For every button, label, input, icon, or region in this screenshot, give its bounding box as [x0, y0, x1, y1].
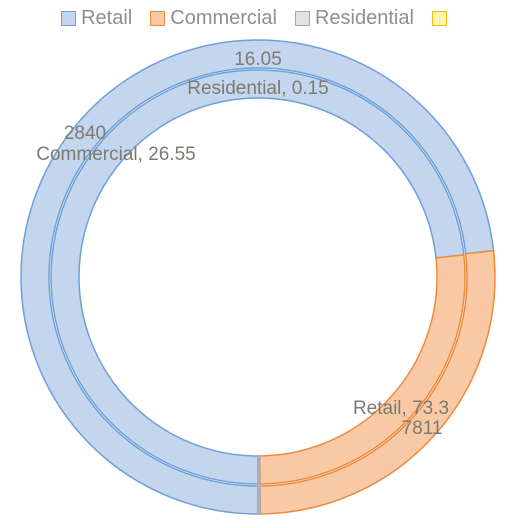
legend: Retail Commercial Residential — [0, 6, 513, 30]
label-retail-inner: Retail, 73.3 — [353, 398, 449, 419]
legend-label-commercial: Commercial — [170, 6, 277, 29]
inner-slice-retail[interactable] — [50, 69, 465, 485]
label-commercial-inner: Commercial, 26.55 — [36, 144, 195, 165]
rings — [20, 39, 496, 515]
outer-slice-residential[interactable] — [257, 485, 261, 515]
inner-slice-commercial[interactable] — [258, 254, 466, 485]
data-labels: 16.05 Residential, 0.15 2840 Commercial,… — [36, 49, 449, 439]
legend-swatch-unnamed — [431, 10, 447, 26]
legend-swatch-retail — [61, 10, 77, 26]
legend-item-commercial[interactable]: Commercial — [150, 7, 277, 30]
legend-swatch-commercial — [150, 10, 166, 26]
legend-label-retail: Retail — [81, 6, 133, 29]
legend-label-residential: Residential — [314, 6, 414, 29]
legend-swatch-residential — [294, 10, 310, 26]
label-residential-outer: 16.05 — [234, 49, 282, 70]
inner-slice-residential[interactable] — [257, 455, 261, 485]
label-retail-outer: 7811 — [402, 418, 443, 439]
outer-slice-retail[interactable] — [20, 39, 495, 515]
label-residential-inner: Residential, 0.15 — [187, 78, 329, 99]
legend-item-residential[interactable]: Residential — [294, 6, 414, 30]
label-commercial-outer: 2840 — [64, 123, 106, 144]
legend-item-unnamed[interactable] — [431, 10, 452, 26]
legend-item-retail[interactable]: Retail — [61, 7, 132, 30]
